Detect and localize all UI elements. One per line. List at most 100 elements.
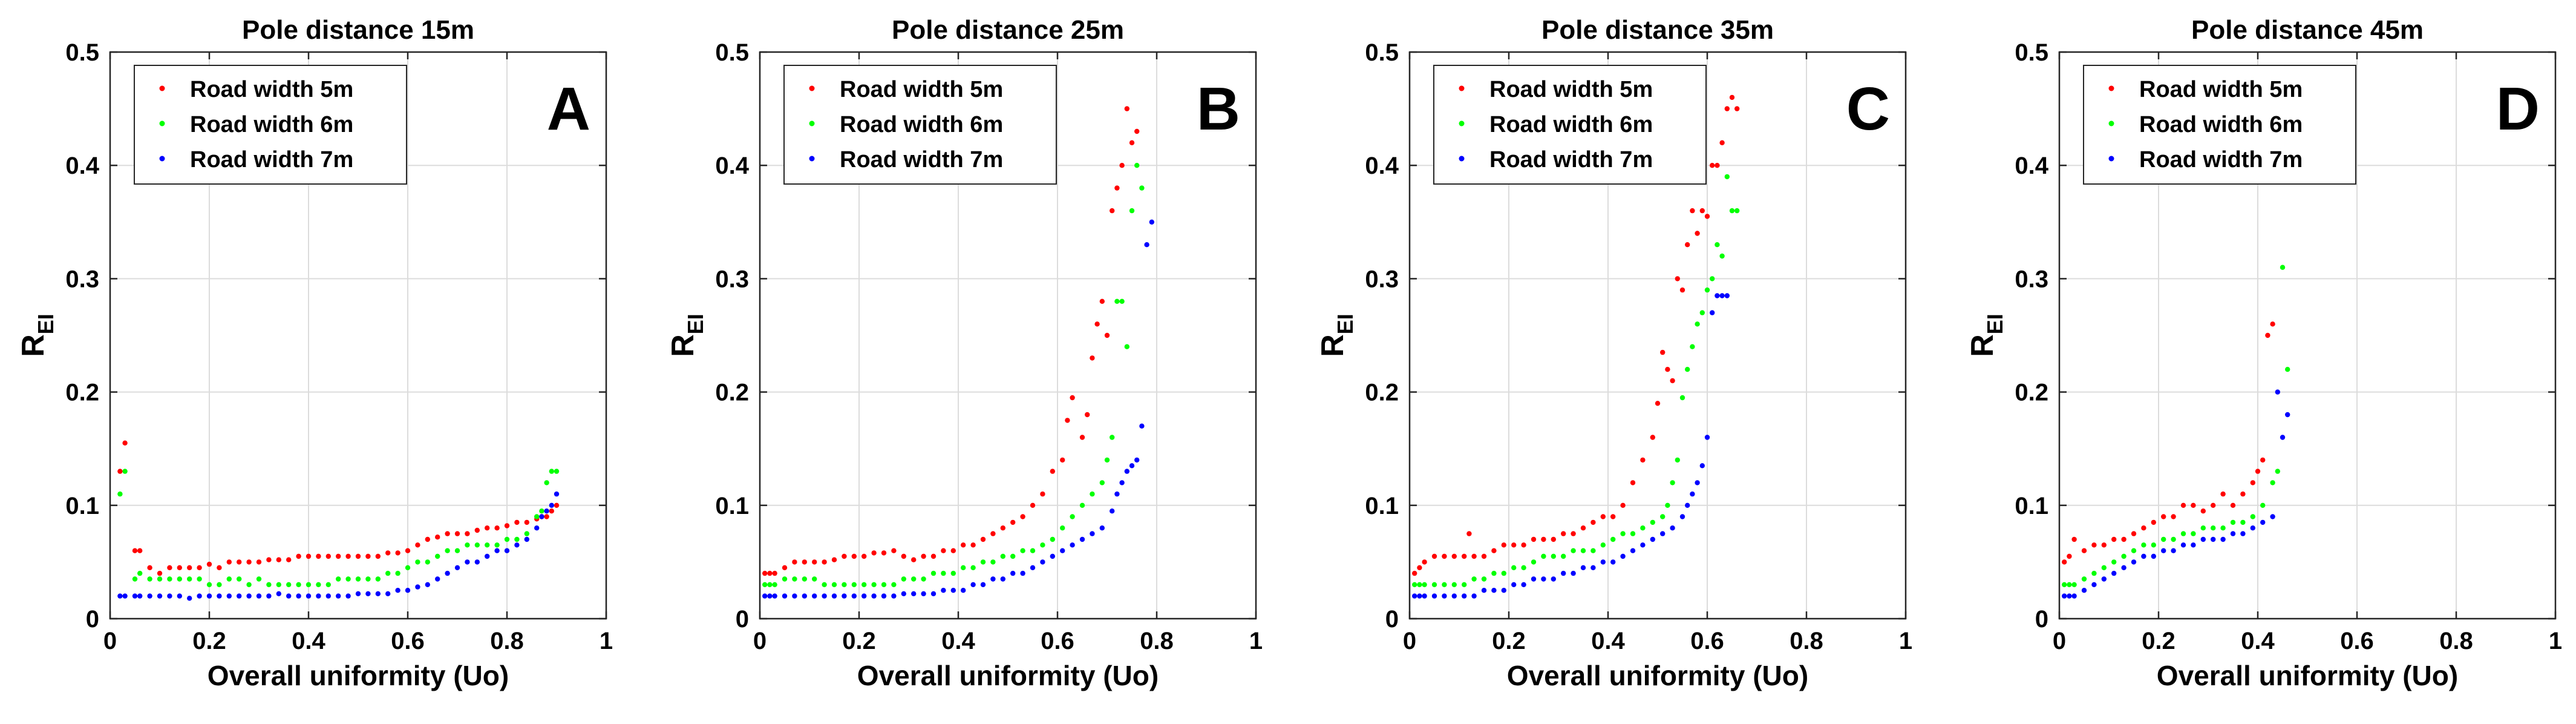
y-axis-label: REI — [1965, 314, 2007, 357]
data-point — [2151, 553, 2156, 559]
data-point — [206, 593, 212, 599]
data-point — [1580, 525, 1586, 531]
data-point — [395, 570, 400, 576]
data-point — [415, 559, 420, 565]
data-point — [256, 593, 262, 599]
data-point — [767, 570, 773, 576]
panel-C: 0 0.2 0.4 0.6 0.8 1 0 0.1 0.2 0.3 0.4 0.5 Pole dista… — [1315, 15, 1912, 691]
data-point — [970, 565, 976, 570]
data-point — [1734, 106, 1740, 111]
data-point — [980, 559, 986, 565]
data-point — [355, 591, 361, 596]
data-point — [316, 593, 321, 599]
y-tick-label: 0 — [1385, 606, 1399, 633]
y-tick-label: 0.4 — [1365, 153, 1399, 179]
x-axis-label: Overall uniformity (Uo) — [1507, 660, 1808, 691]
data-point — [1417, 565, 1422, 570]
data-point — [474, 559, 480, 565]
data-point — [1501, 542, 1506, 548]
data-point — [167, 576, 172, 582]
data-point — [167, 593, 172, 599]
data-point — [961, 565, 966, 570]
data-point — [2101, 576, 2107, 582]
data-point — [1040, 542, 1045, 548]
data-point — [782, 593, 788, 599]
data-point — [1481, 588, 1487, 593]
y-tick-label: 0.3 — [2015, 266, 2048, 292]
data-point — [2141, 553, 2146, 559]
data-point — [177, 565, 182, 570]
y-tick-label: 0.5 — [1365, 39, 1399, 66]
data-point — [1685, 502, 1690, 508]
x-tick-label: 0.6 — [2340, 628, 2374, 654]
data-point — [2230, 502, 2236, 508]
data-point — [2260, 457, 2266, 463]
data-point — [2255, 469, 2261, 474]
data-point — [355, 576, 361, 582]
data-point — [2260, 519, 2266, 525]
legend-entry: Road width 6m — [840, 112, 1003, 137]
data-point — [2171, 536, 2176, 542]
data-point — [980, 582, 986, 587]
data-point — [2071, 593, 2077, 599]
y-tick-label: 0 — [736, 606, 749, 633]
data-point — [792, 593, 797, 599]
data-point — [246, 593, 252, 599]
data-point — [1531, 576, 1537, 582]
data-point — [355, 553, 361, 559]
data-point — [524, 536, 529, 542]
series-2 — [1412, 174, 1740, 587]
data-point — [132, 593, 138, 599]
data-point — [1417, 593, 1422, 599]
data-point — [167, 565, 172, 570]
data-point — [911, 591, 917, 596]
data-point — [1580, 548, 1586, 553]
data-point — [1710, 276, 1715, 281]
chart-title: Pole distance 15m — [242, 15, 474, 45]
data-point — [494, 548, 500, 553]
y-tick-label: 0.3 — [715, 266, 749, 292]
data-point — [2161, 514, 2166, 519]
data-point — [187, 596, 192, 601]
data-point — [961, 542, 966, 548]
data-point — [2121, 553, 2127, 559]
data-point — [1114, 185, 1120, 191]
data-point — [911, 576, 917, 582]
y-axis-label-subscript: EI — [33, 314, 58, 334]
data-point — [2220, 491, 2226, 497]
data-point — [1070, 542, 1075, 548]
y-tick-label: 0.5 — [65, 39, 99, 66]
data-point — [1065, 418, 1070, 423]
data-point — [762, 582, 768, 587]
data-point — [504, 548, 510, 553]
data-point — [325, 593, 331, 599]
data-point — [2211, 525, 2216, 531]
data-point — [539, 508, 544, 514]
data-point — [1580, 565, 1586, 570]
data-point — [921, 576, 926, 582]
data-point — [454, 548, 460, 553]
data-point — [1729, 94, 1735, 100]
data-point — [177, 576, 182, 582]
data-point — [1704, 287, 1710, 293]
data-point — [901, 576, 907, 582]
axes-frame — [2058, 51, 2557, 620]
data-point — [1422, 559, 1427, 565]
data-point — [1685, 242, 1690, 248]
legend-box — [783, 65, 1057, 185]
data-point — [1610, 559, 1616, 565]
data-point — [1090, 491, 1095, 497]
data-point — [1020, 570, 1025, 576]
data-point — [1422, 582, 1427, 587]
data-point — [1451, 582, 1457, 587]
data-point — [2067, 582, 2072, 587]
data-point — [1060, 525, 1065, 531]
legend-marker — [2108, 120, 2114, 127]
data-point — [2230, 531, 2236, 536]
data-point — [930, 591, 937, 596]
data-point — [2240, 531, 2246, 536]
data-point — [767, 582, 773, 587]
data-point — [237, 559, 242, 565]
data-point — [2067, 553, 2072, 559]
